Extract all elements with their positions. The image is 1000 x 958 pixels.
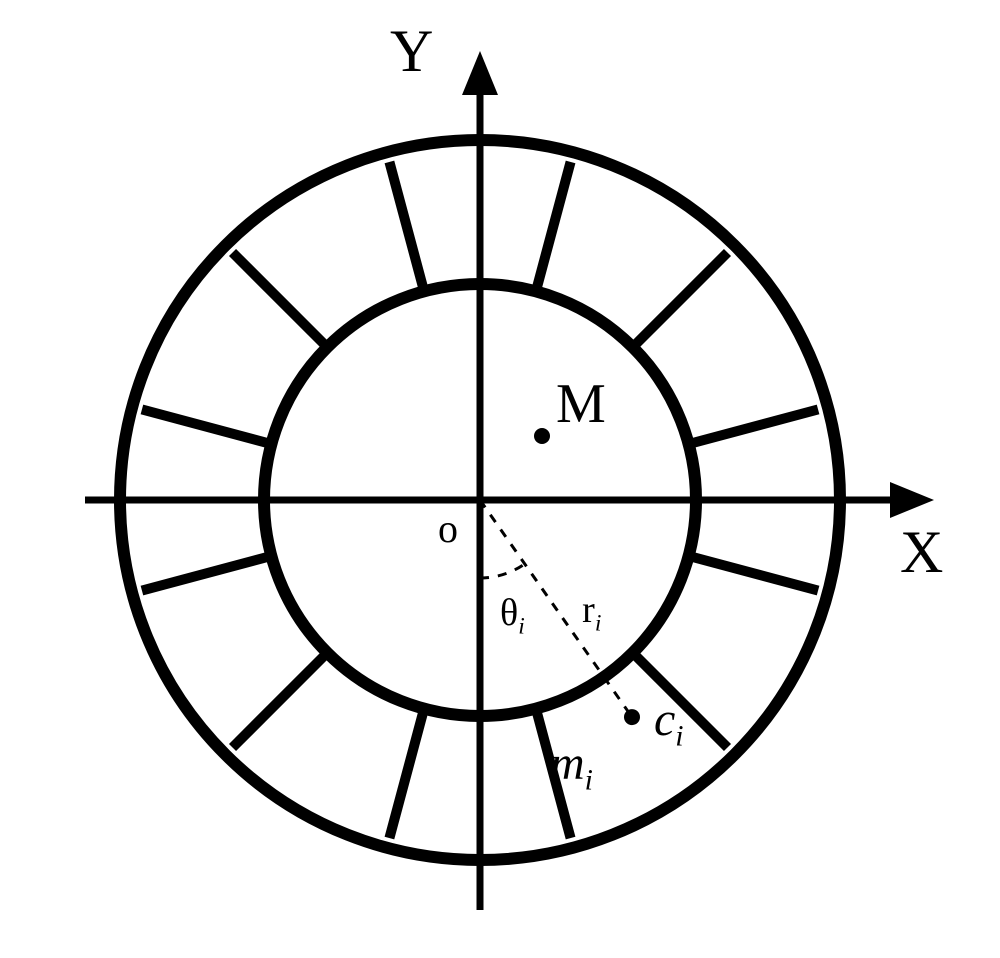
label-m: M (556, 373, 606, 435)
label-origin: o (438, 506, 458, 551)
label-y-axis: Y (390, 18, 433, 84)
label-x-axis: X (900, 519, 943, 585)
point-m (534, 428, 550, 444)
point-ci (624, 709, 640, 725)
